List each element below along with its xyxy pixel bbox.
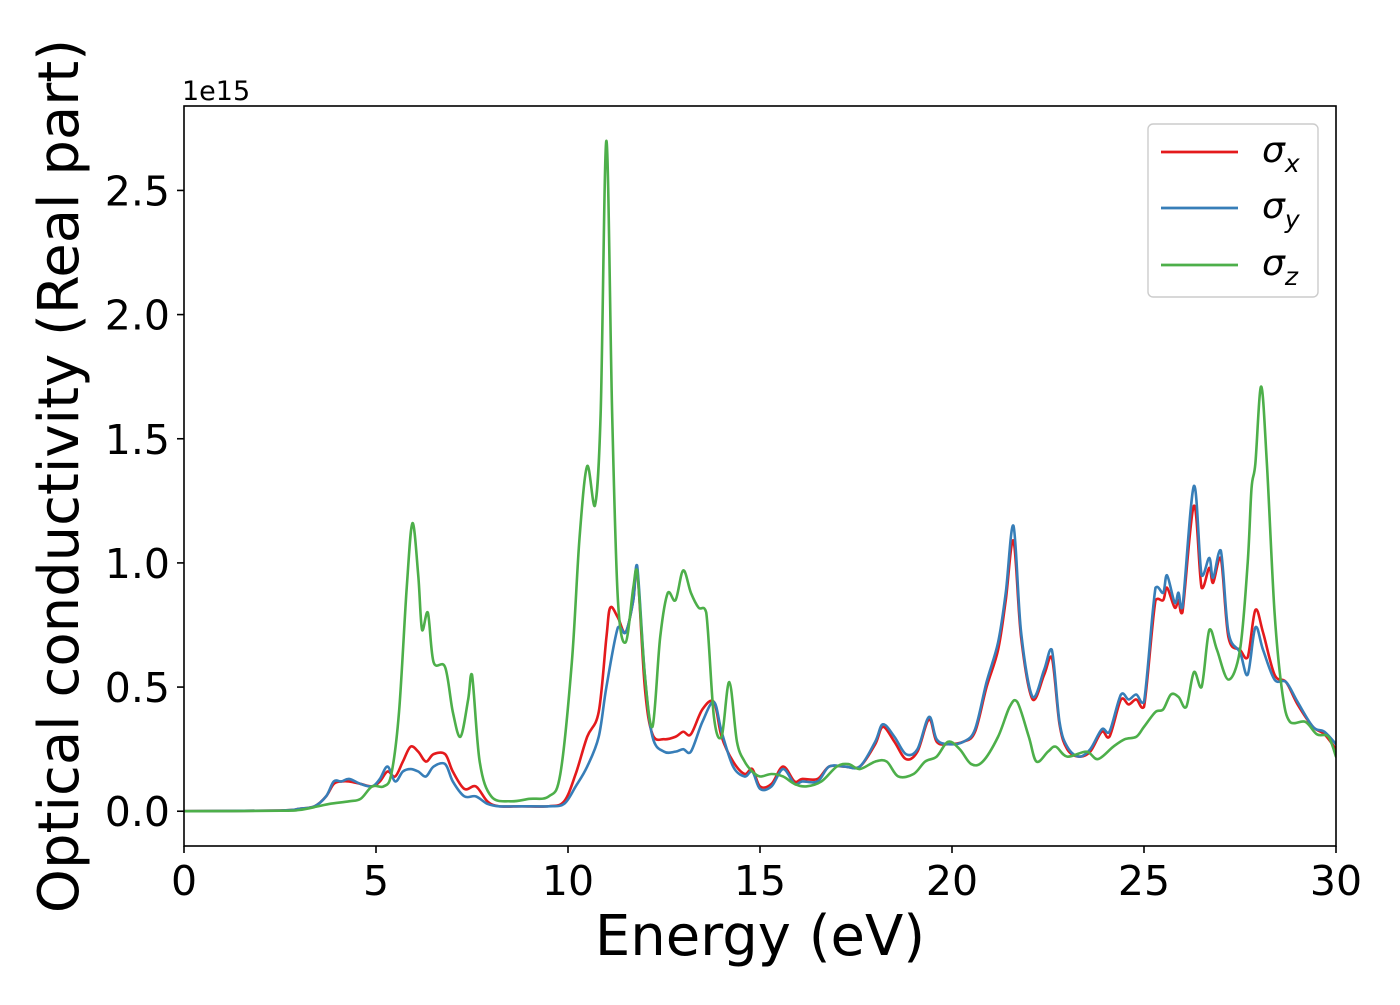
legend: σx σy σz (1147, 123, 1319, 298)
x-axis: 0 5 10 15 20 25 30 (171, 846, 1362, 905)
y-tick-label: 0.0 (105, 788, 170, 836)
legend-box (1147, 123, 1319, 298)
y-tick-label: 0.5 (105, 664, 170, 712)
x-tick-label: 10 (542, 857, 594, 905)
legend-label-x: σx (1262, 130, 1300, 178)
y-axis-title: Optical conductivity (Real part) (27, 39, 92, 913)
x-tick-label: 15 (734, 857, 786, 905)
y-offset-label: 1e15 (182, 76, 250, 107)
x-axis-title: Energy (eV) (595, 904, 925, 969)
x-tick-label: 0 (171, 857, 197, 905)
legend-label-z: σz (1262, 243, 1299, 291)
series-layer (184, 139, 1336, 813)
series-line-z (184, 139, 1336, 813)
x-tick-label: 5 (363, 857, 389, 905)
y-tick-label: 2.0 (105, 292, 170, 340)
x-tick-label: 25 (1118, 857, 1170, 905)
y-tick-label: 1.0 (105, 540, 170, 588)
legend-label-y: σy (1262, 186, 1301, 234)
y-tick-label: 2.5 (105, 167, 170, 215)
x-tick-label: 20 (926, 857, 978, 905)
x-tick-label: 30 (1310, 857, 1362, 905)
y-tick-label: 1.5 (105, 416, 170, 464)
series-line-y (184, 484, 1336, 813)
y-axis: 0.0 0.5 1.0 1.5 2.0 2.5 (105, 167, 184, 836)
